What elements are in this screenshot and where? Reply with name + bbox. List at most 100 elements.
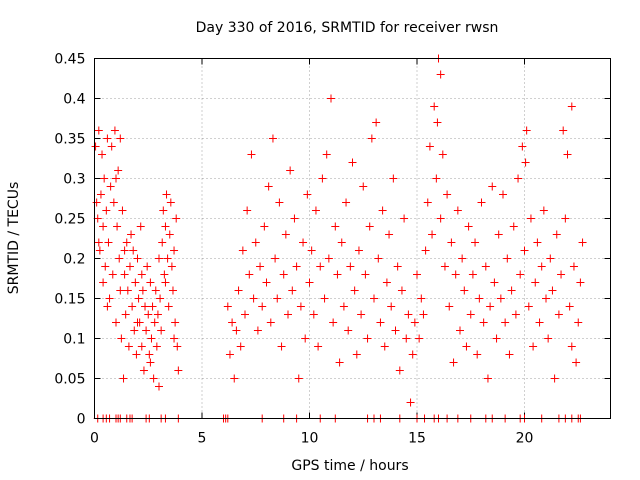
- data-point: [374, 254, 383, 263]
- data-point: [275, 198, 284, 207]
- data-point: [521, 158, 530, 167]
- data-point: [393, 262, 402, 271]
- data-point: [458, 254, 467, 263]
- data-point: [139, 366, 148, 375]
- data-point: [232, 326, 241, 335]
- data-point: [503, 254, 512, 263]
- data-point: [533, 238, 542, 247]
- y-axis-label: SRMTID / TECUs: [6, 182, 22, 295]
- data-point: [488, 182, 497, 191]
- data-point: [122, 238, 131, 247]
- data-point: [303, 190, 312, 199]
- data-point: [339, 302, 348, 311]
- data-point: [273, 294, 282, 303]
- data-point: [236, 342, 245, 351]
- y-tick-label: 0.4: [63, 92, 85, 108]
- data-point: [118, 206, 127, 215]
- data-point: [552, 230, 561, 239]
- data-point: [479, 318, 488, 327]
- data-point: [514, 174, 523, 183]
- data-point: [131, 278, 140, 287]
- data-point: [128, 302, 137, 311]
- data-point: [438, 150, 447, 159]
- data-point: [451, 270, 460, 279]
- data-point: [155, 254, 163, 263]
- y-tick-label: 0.3: [63, 172, 85, 188]
- data-point: [150, 318, 159, 327]
- data-point: [172, 214, 181, 223]
- data-point: [509, 222, 518, 231]
- data-point: [279, 270, 288, 279]
- data-point: [546, 254, 555, 263]
- data-point: [134, 294, 143, 303]
- data-point: [99, 278, 108, 287]
- data-point: [112, 318, 120, 327]
- data-point: [294, 374, 303, 383]
- data-point: [92, 198, 101, 207]
- data-point: [561, 214, 570, 223]
- y-tick-label: 0.15: [54, 292, 85, 308]
- data-point: [153, 310, 162, 319]
- data-point: [408, 350, 417, 359]
- data-point: [113, 222, 122, 231]
- data-point: [98, 150, 107, 159]
- data-point: [137, 270, 146, 279]
- data-point: [449, 358, 458, 367]
- data-point: [395, 366, 404, 375]
- data-point: [316, 262, 325, 271]
- data-point: [152, 342, 161, 351]
- data-point: [440, 262, 449, 271]
- data-point: [157, 326, 166, 335]
- data-point: [518, 142, 527, 151]
- data-point: [376, 318, 385, 327]
- data-point: [522, 126, 531, 135]
- data-point: [471, 238, 480, 247]
- data-point: [93, 214, 102, 223]
- data-point: [460, 286, 469, 295]
- data-point: [94, 126, 103, 135]
- data-point: [333, 270, 342, 279]
- data-point: [136, 222, 145, 231]
- data-point: [167, 262, 176, 271]
- y-tick-label: 0.35: [54, 132, 85, 148]
- x-axis-label: GPS time / hours: [291, 458, 408, 474]
- data-point: [129, 246, 138, 255]
- data-point: [548, 286, 557, 295]
- data-point: [578, 238, 587, 247]
- y-tick-label: 0.05: [54, 372, 85, 388]
- y-tick-label: 0.1: [63, 332, 85, 348]
- data-point: [385, 230, 394, 239]
- data-point: [526, 214, 535, 223]
- data-point: [365, 222, 374, 231]
- data-point: [271, 254, 280, 263]
- data-point: [120, 270, 129, 279]
- data-point: [430, 102, 439, 111]
- x-tick-label: 0: [90, 431, 99, 447]
- data-point: [143, 262, 152, 271]
- data-point: [96, 190, 105, 199]
- data-point: [550, 374, 559, 383]
- data-point: [100, 174, 109, 183]
- data-point: [499, 190, 507, 199]
- x-tick-label: 20: [516, 431, 534, 447]
- data-point: [370, 294, 378, 303]
- data-point: [156, 294, 165, 303]
- data-point: [109, 198, 118, 207]
- data-point: [101, 262, 110, 271]
- data-point: [245, 270, 254, 279]
- data-point: [251, 238, 260, 247]
- data-point: [557, 270, 566, 279]
- data-point: [539, 206, 548, 215]
- data-point: [537, 262, 546, 271]
- data-point: [406, 398, 415, 407]
- data-point: [567, 102, 576, 111]
- data-point: [572, 358, 581, 367]
- data-point: [253, 326, 262, 335]
- data-point: [141, 302, 150, 311]
- data-point: [486, 302, 495, 311]
- data-point: [138, 286, 147, 295]
- data-point: [320, 294, 329, 303]
- data-point: [494, 230, 503, 239]
- data-point: [531, 278, 540, 287]
- data-point: [496, 294, 505, 303]
